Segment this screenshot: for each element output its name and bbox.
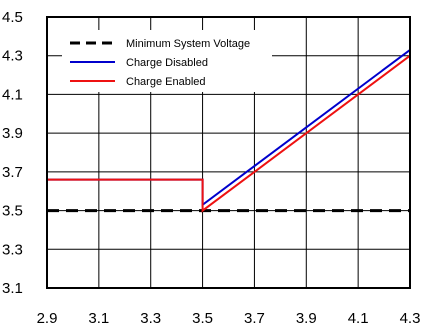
y-tick-label: 3.1 xyxy=(2,280,23,297)
x-axis-ticks: 2.9 3.1 3.3 3.5 3.7 3.9 4.1 4.3 xyxy=(37,310,421,327)
legend-label: Charge Enabled xyxy=(126,76,206,88)
series-layer xyxy=(47,49,411,213)
y-tick-label: 4.1 xyxy=(2,86,23,103)
y-tick-label: 3.5 xyxy=(2,203,23,220)
y-tick-label: 3.3 xyxy=(2,241,23,258)
legend: Minimum System Voltage Charge Disabled Cha… xyxy=(62,30,272,92)
x-tick-label: 3.1 xyxy=(88,310,109,327)
x-tick-label: 3.5 xyxy=(192,310,213,327)
series-line-charge-enabled xyxy=(47,54,411,213)
legend-label: Charge Disabled xyxy=(126,57,208,69)
plot-frame xyxy=(46,16,411,289)
x-tick-label: 3.3 xyxy=(140,310,161,327)
x-tick-label: 3.7 xyxy=(244,310,265,327)
legend-label: Minimum System Voltage xyxy=(126,38,250,50)
x-tick-label: 2.9 xyxy=(37,310,58,327)
y-tick-label: 4.3 xyxy=(2,48,23,65)
y-tick-label: 3.9 xyxy=(2,125,23,142)
y-axis-ticks: 4.5 4.3 4.1 3.9 3.7 3.5 3.3 3.1 xyxy=(2,9,23,297)
x-tick-label: 4.3 xyxy=(400,310,421,327)
x-tick-label: 4.1 xyxy=(348,310,369,327)
y-tick-label: 3.7 xyxy=(2,164,23,181)
x-tick-label: 3.9 xyxy=(296,310,317,327)
y-tick-label: 4.5 xyxy=(2,9,23,26)
